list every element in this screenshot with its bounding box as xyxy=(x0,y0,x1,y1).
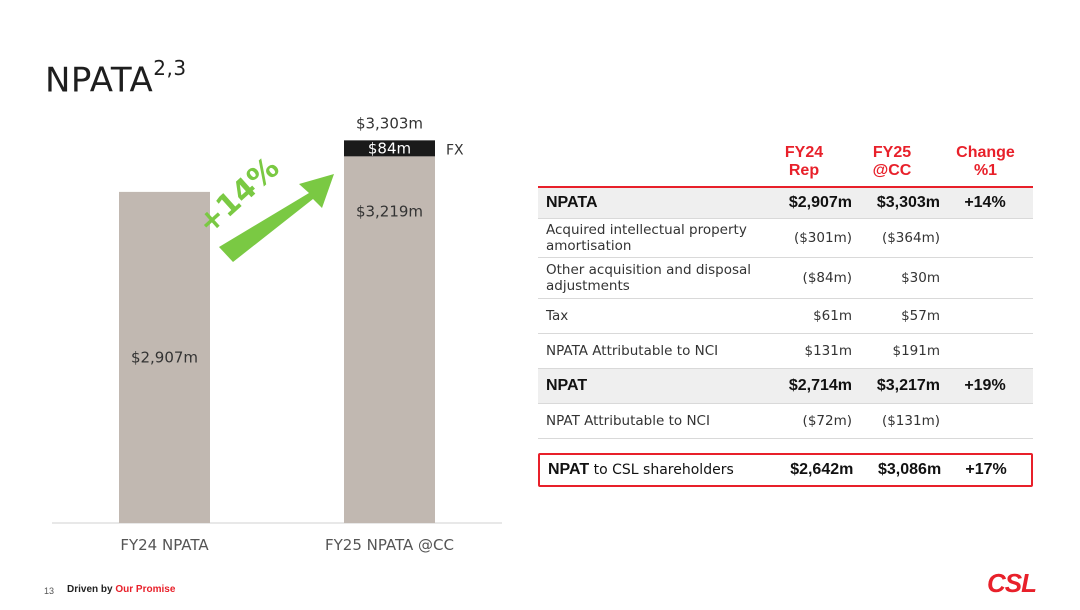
header-fy25: FY25 @CC xyxy=(872,144,912,179)
row-fy24: $131m xyxy=(804,343,852,359)
row-fy25: ($364m) xyxy=(881,230,940,246)
title-superscript: 2,3 xyxy=(153,56,187,80)
final-row-change: +17% xyxy=(965,461,1007,478)
table-row: NPAT Attributable to NCI ($72m) ($131m) xyxy=(538,404,1033,439)
table-body: NPATA $2,907m $3,303m +14% Acquired intellec… xyxy=(538,188,1033,439)
table-row: NPAT $2,714m $3,217m +19% xyxy=(538,369,1033,404)
header-change: Change %1 xyxy=(956,144,1015,179)
npata-bar-chart: $2,907m $3,219m $84m FX $3,303m FY24 NPATA FY2… xyxy=(52,114,502,554)
row-label: NPAT Attributable to NCI xyxy=(546,413,710,429)
bar-value-label: $3,219m xyxy=(356,202,423,220)
row-label: Acquired intellectual property amortisat… xyxy=(546,222,747,254)
table-row: Tax $61m $57m xyxy=(538,299,1033,334)
csl-logo: CSL xyxy=(987,568,1037,598)
row-fy24: ($72m) xyxy=(802,413,852,429)
row-fy24: ($301m) xyxy=(793,230,852,246)
row-change: +19% xyxy=(964,377,1006,394)
bar-fy25-cc xyxy=(344,156,435,523)
header-fy24: FY24 Rep xyxy=(784,144,824,179)
row-label: NPATA Attributable to NCI xyxy=(546,343,719,359)
bar-value-label: $2,907m xyxy=(131,348,198,366)
row-label: NPAT xyxy=(546,377,588,394)
row-fy24: $61m xyxy=(813,308,852,324)
row-fy24: $2,907m xyxy=(788,194,852,211)
fx-annotation: FX xyxy=(446,142,464,158)
row-change: +14% xyxy=(964,194,1006,211)
header-rule xyxy=(538,186,1033,188)
table-header: FY24 Rep FY25 @CC Change %1 xyxy=(538,144,1033,186)
category-label: FY25 NPATA @CC xyxy=(325,536,454,554)
footer-tagline: Driven by Our Promise xyxy=(67,584,176,595)
row-label: NPATA xyxy=(546,194,598,211)
category-label: FY24 NPATA xyxy=(120,536,209,554)
table-row: Acquired intellectual property amortisat… xyxy=(538,219,1033,258)
page-number: 13 xyxy=(44,586,55,596)
row-fy25: $3,303m xyxy=(876,194,940,211)
row-fy25: $191m xyxy=(892,343,940,359)
row-fy24: $2,714m xyxy=(788,377,852,394)
table-row: NPATA $2,907m $3,303m +14% xyxy=(538,188,1033,219)
table-row: NPATA Attributable to NCI $131m $191m xyxy=(538,334,1033,369)
row-fy25: $3,217m xyxy=(876,377,940,394)
bar-fy24 xyxy=(119,191,210,523)
row-fy24: ($84m) xyxy=(802,270,852,286)
row-fy25: $30m xyxy=(901,270,940,286)
page-title: NPATA2,3 xyxy=(45,56,187,101)
final-row-npat-shareholders: NPAT to CSL shareholders $2,642m $3,086m… xyxy=(538,453,1033,487)
row-label: Other acquisition and disposal adjustmen… xyxy=(546,262,752,294)
table-row: Other acquisition and disposal adjustmen… xyxy=(538,258,1033,299)
total-label: $3,303m xyxy=(356,114,423,132)
growth-arrow-icon xyxy=(219,174,334,262)
final-row-fy25: $3,086m xyxy=(878,461,942,478)
final-row-label: NPAT to CSL shareholders xyxy=(548,461,734,479)
fx-value-label: $84m xyxy=(368,139,411,157)
row-fy25: $57m xyxy=(901,308,940,324)
final-row-fy24: $2,642m xyxy=(790,461,854,478)
npat-reconciliation-table: FY24 Rep FY25 @CC Change %1 NPATA $2,907m $3,… xyxy=(538,144,1033,487)
row-label: Tax xyxy=(546,308,569,324)
row-fy25: ($131m) xyxy=(881,413,940,429)
fx-segment xyxy=(344,140,435,157)
